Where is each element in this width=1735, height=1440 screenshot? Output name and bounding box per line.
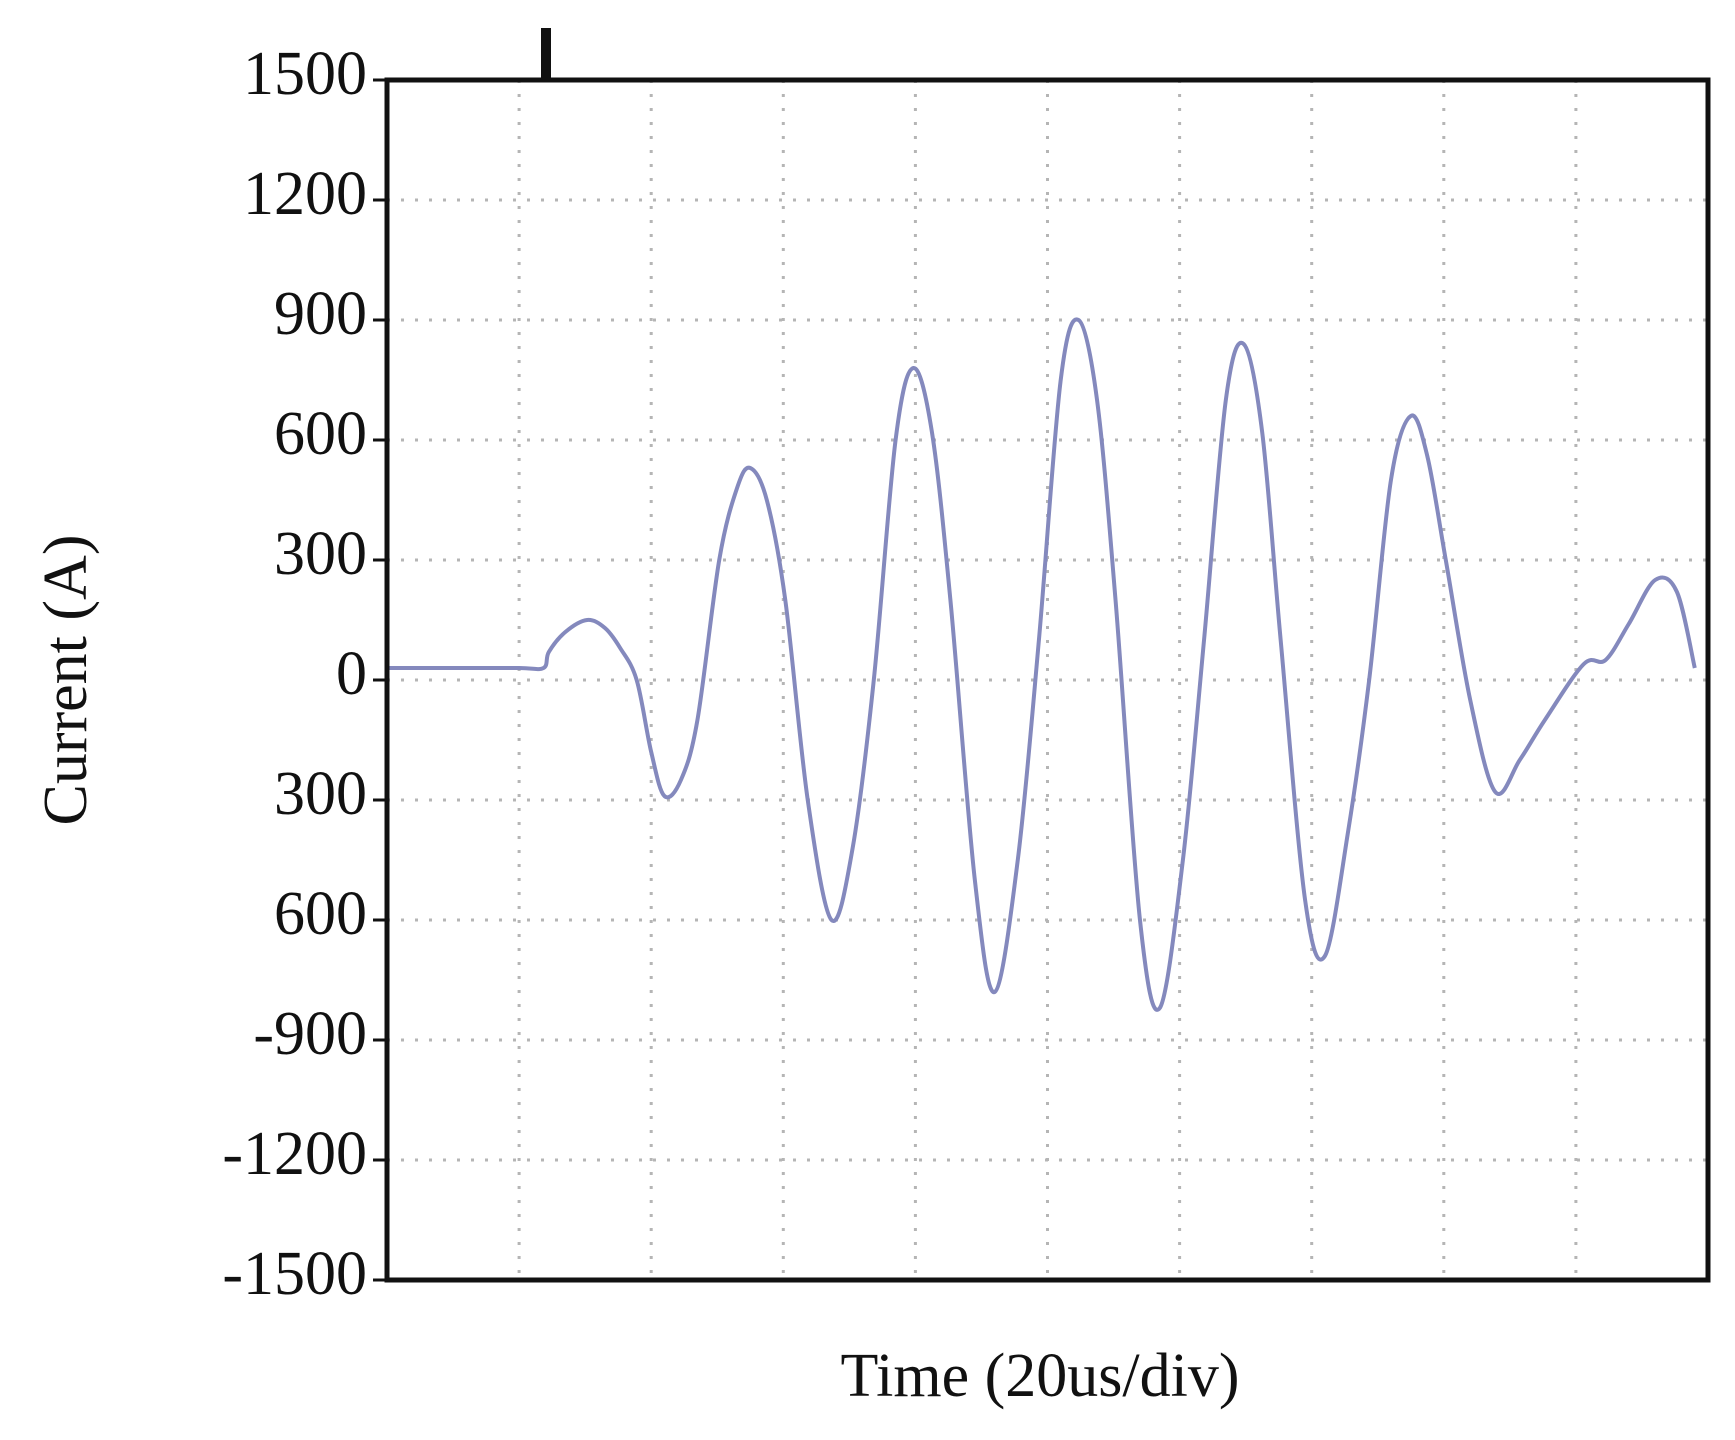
y-tick-label: 300 <box>274 520 367 588</box>
x-axis-label: Time (20us/div) <box>840 1342 1239 1410</box>
y-tick-label: 1200 <box>243 160 367 228</box>
y-tick-label: 1500 <box>243 40 367 108</box>
data-line <box>387 317 1697 1012</box>
plot-frame <box>384 77 1711 1283</box>
y-tick-label: -900 <box>253 1000 367 1068</box>
y-tick-label: 300 <box>274 760 367 828</box>
y-tick-label: -1200 <box>222 1120 367 1188</box>
y-tick-label: 900 <box>274 280 367 348</box>
y-tick-label: -1500 <box>222 1240 367 1308</box>
y-axis-label: Current (A) <box>32 535 100 826</box>
trigger-marker <box>541 28 551 78</box>
y-tick-label: 600 <box>274 400 367 468</box>
y-tick-label: 0 <box>336 640 367 708</box>
y-tick-label: 600 <box>274 880 367 948</box>
